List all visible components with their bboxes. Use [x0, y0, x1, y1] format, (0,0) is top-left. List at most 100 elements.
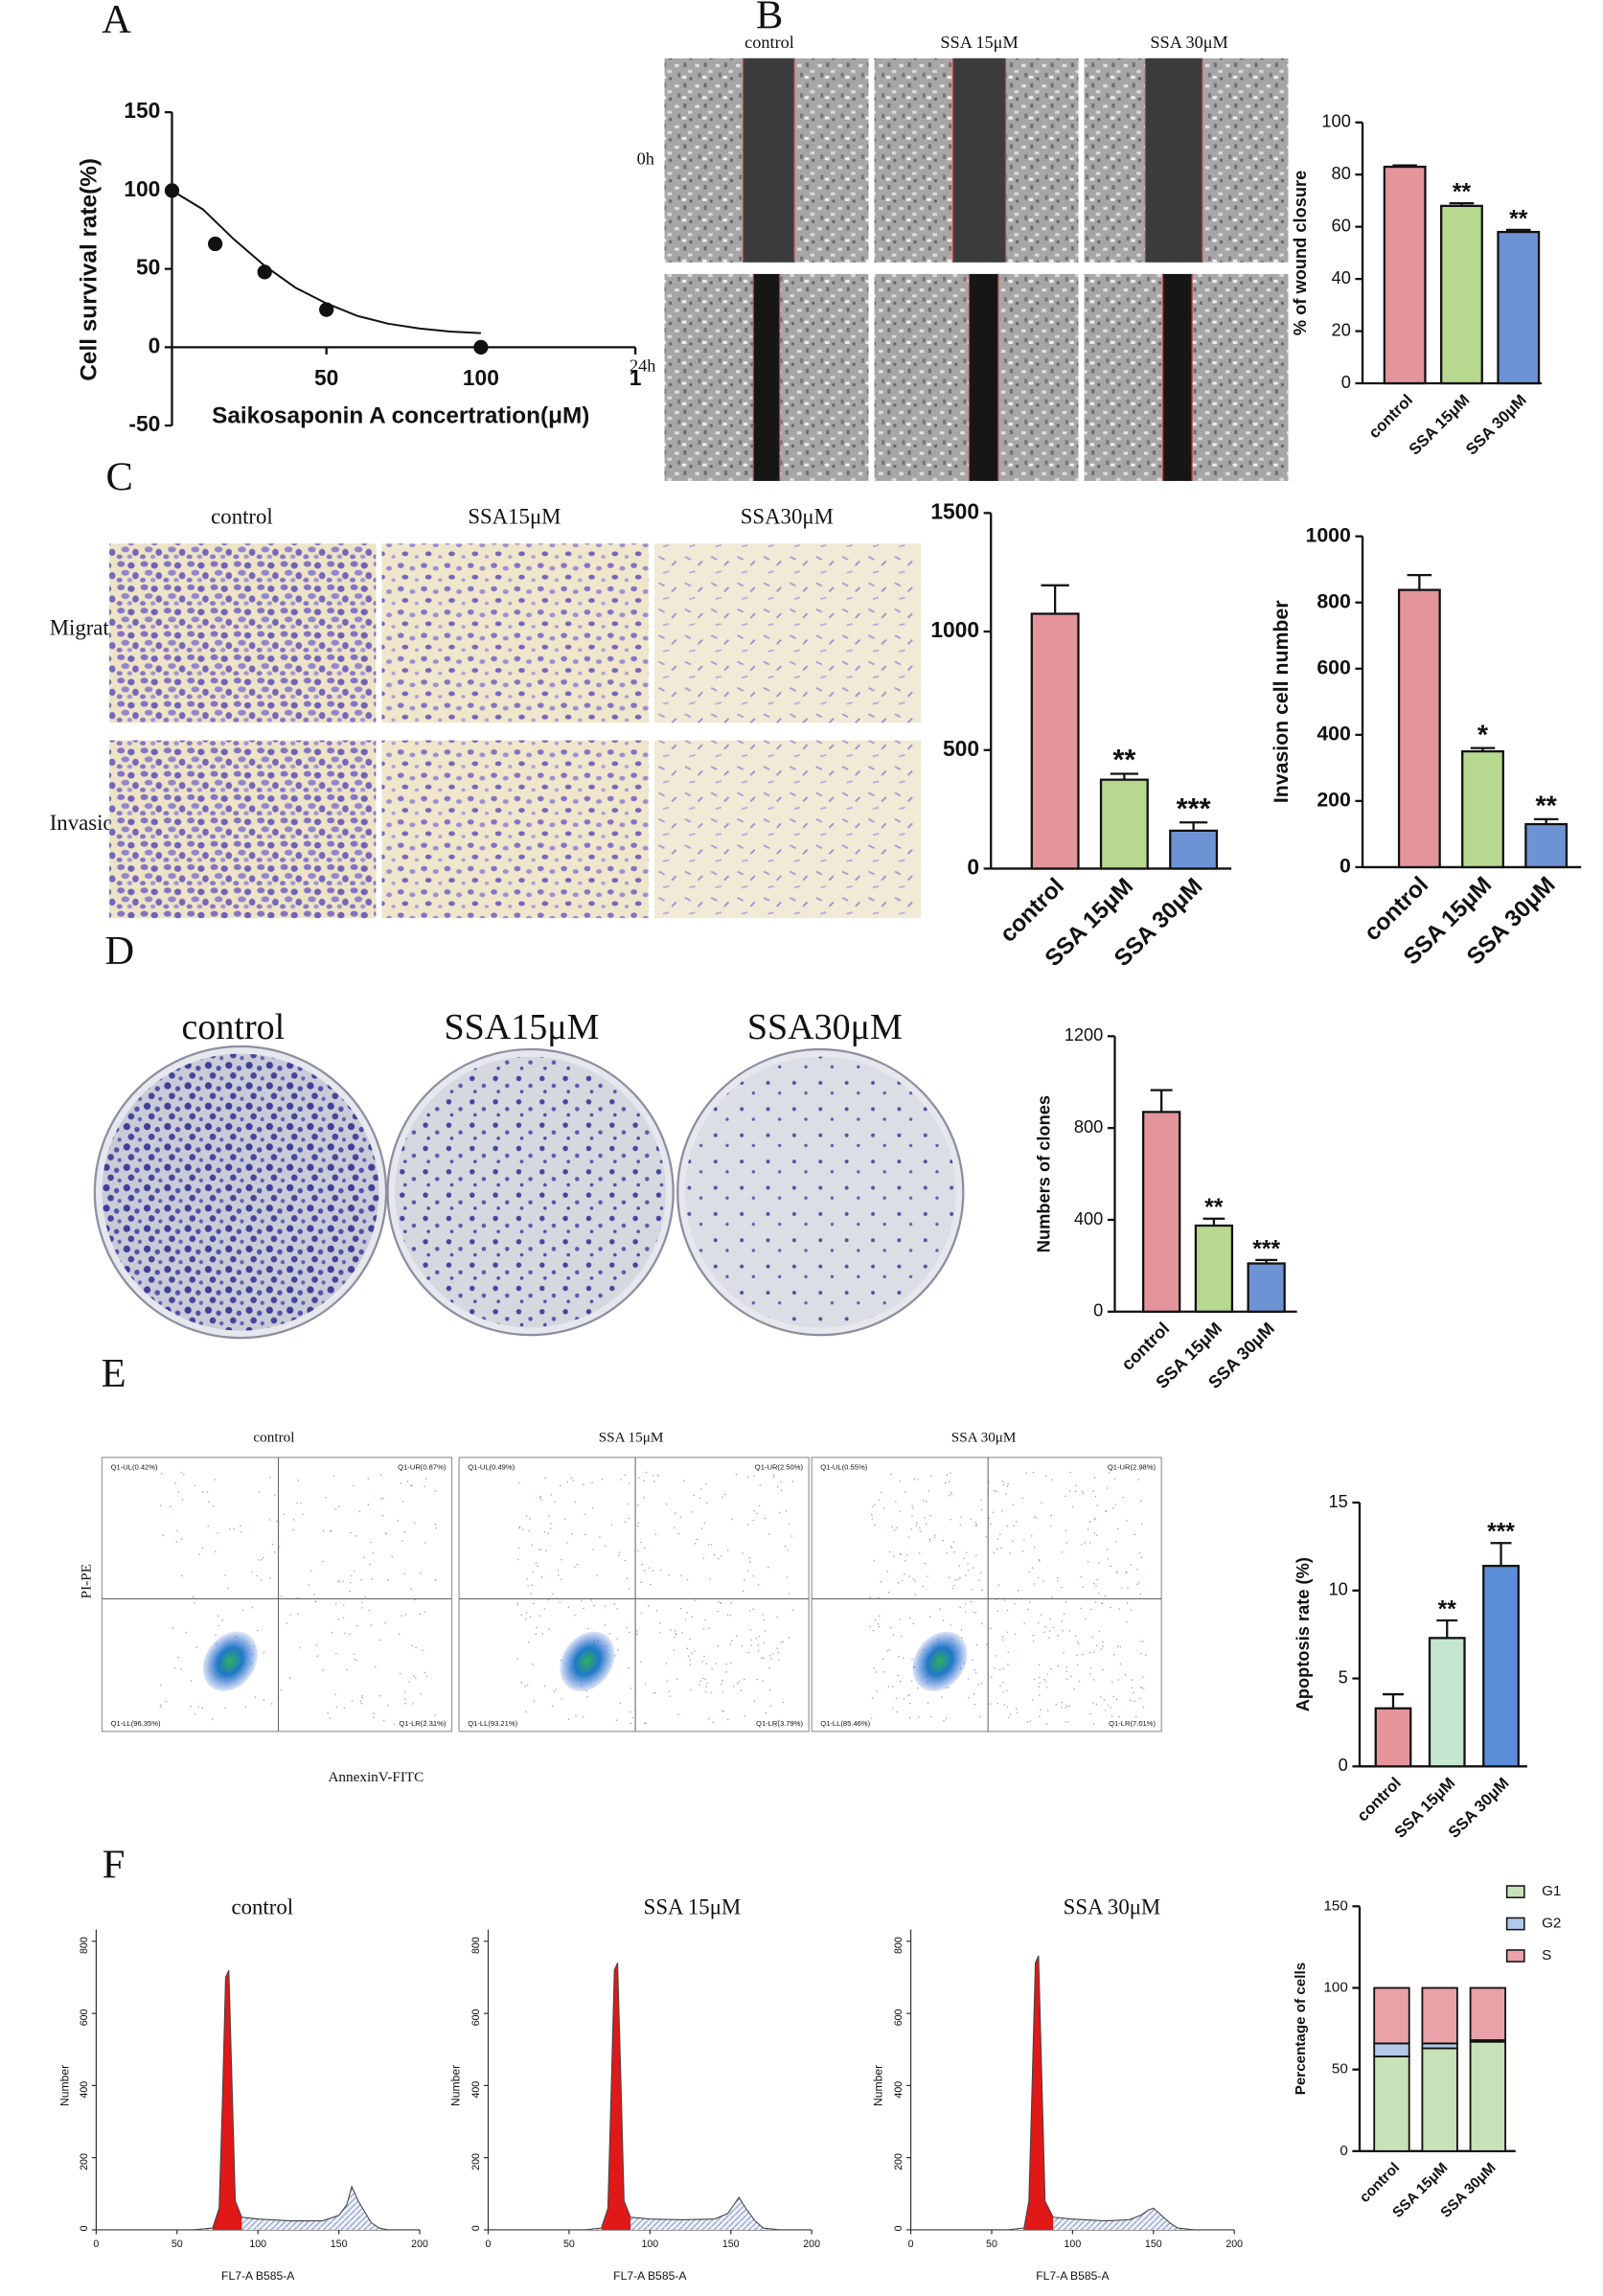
scatter-dot	[788, 1523, 790, 1525]
column-label: SSA 30μM	[951, 1430, 1017, 1446]
scatter-dot	[628, 1666, 630, 1669]
scatter-dot	[560, 1578, 562, 1580]
scatter-dot	[335, 1706, 338, 1709]
scatter-dot	[1088, 1521, 1091, 1523]
scatter-dot	[674, 1636, 676, 1639]
scatter-dot	[872, 1505, 874, 1507]
scatter-dot	[1078, 1680, 1081, 1683]
scatter-dot	[877, 1623, 880, 1625]
scatter-dot	[1002, 1667, 1004, 1669]
scatter-dot	[963, 1557, 965, 1559]
scatter-dot	[762, 1680, 764, 1682]
scatter-dot	[973, 1692, 975, 1695]
scatter-dot	[1043, 1678, 1045, 1681]
scatter-dot	[302, 1513, 304, 1515]
scatter-dot	[907, 1536, 910, 1538]
scatter-dot	[705, 1686, 707, 1688]
scatter-dot	[725, 1671, 727, 1673]
scatter-dot	[772, 1476, 775, 1479]
column-label: SSA30μM	[747, 1007, 903, 1047]
scatter-dot	[686, 1578, 689, 1581]
y-tick-label: 0	[893, 2225, 905, 2231]
scatter-dot	[334, 1693, 336, 1695]
scatter-dot	[401, 1540, 403, 1542]
scatter-dot	[1102, 1641, 1104, 1643]
histogram-trace	[193, 1969, 388, 2231]
scatter-dot	[617, 1649, 619, 1651]
scatter-dot	[1127, 1587, 1129, 1589]
scatter-dot	[628, 1517, 630, 1520]
scatter-dot	[382, 1498, 384, 1500]
dish	[102, 1053, 379, 1331]
scatter-dot	[1113, 1478, 1116, 1480]
scatter-dot	[1021, 1497, 1024, 1500]
scatter-dot	[257, 1559, 260, 1561]
scatter-dot	[640, 1581, 642, 1583]
scatter-dot	[1094, 1517, 1096, 1520]
x-tick-label: SSA 30μM	[1462, 391, 1530, 459]
scatter-dot	[784, 1545, 787, 1548]
dish	[684, 1056, 956, 1328]
scatter-dot	[767, 1566, 769, 1569]
scatter-dot	[197, 1706, 199, 1709]
y-tick-label: 15	[1329, 1491, 1348, 1511]
scatter-dot	[925, 1501, 927, 1503]
scatter-dot	[183, 1473, 185, 1476]
scatter-dot	[550, 1494, 553, 1496]
significance: ***	[1252, 1236, 1280, 1262]
scatter-dot	[1037, 1576, 1040, 1579]
scatter-dot	[359, 1700, 362, 1702]
scatter-dot	[176, 1529, 178, 1532]
scatter-dot	[729, 1662, 732, 1665]
scatter-dot	[764, 1630, 767, 1632]
legend-label: G2	[1542, 1916, 1561, 1932]
scatter-dot	[887, 1591, 890, 1594]
scatter-dot	[1116, 1572, 1118, 1574]
scatter-dot	[557, 1569, 560, 1572]
scatter-dot	[1098, 1630, 1101, 1633]
scatter-dot	[1111, 1681, 1113, 1683]
scatter-dot	[1055, 1704, 1058, 1706]
scatter-dot	[1068, 1490, 1071, 1492]
scatter-dot	[675, 1629, 676, 1632]
axis-label: PI-PE	[79, 1564, 95, 1598]
scatter-dot	[572, 1479, 575, 1481]
scatter-dot	[325, 1497, 327, 1499]
scatter-dot	[335, 1652, 337, 1655]
scatter-dot	[1033, 1516, 1036, 1518]
scatter-dot	[337, 1580, 339, 1582]
scatter-dot	[559, 1601, 561, 1603]
scatter-dot	[240, 1525, 241, 1527]
scatter-dot	[343, 1604, 345, 1606]
column-label: control	[253, 1430, 294, 1446]
column-label: SSA 30μM	[1150, 33, 1227, 52]
scatter-dot	[533, 1602, 535, 1605]
scatter-dot	[576, 1563, 579, 1566]
scatter-dot	[1061, 1586, 1063, 1589]
scatter-dot	[696, 1538, 698, 1541]
quadrant-label: Q1-LL(96.35%)	[111, 1719, 161, 1728]
y-axis-label: Number	[448, 2065, 462, 2106]
scatter-dot	[299, 1646, 301, 1649]
scatter-dot	[1105, 1509, 1107, 1512]
scatter-dot	[870, 1513, 873, 1516]
scatter-dot	[709, 1578, 712, 1580]
scatter-dot	[424, 1485, 425, 1487]
row-label: 0h	[637, 149, 654, 168]
scatter-dot	[1065, 1601, 1067, 1603]
scatter-dot	[908, 1716, 911, 1719]
g1-peak	[212, 1969, 242, 2230]
scatter-dot	[552, 1593, 554, 1596]
scatter-dot	[1112, 1654, 1115, 1656]
scatter-dot	[720, 1601, 721, 1604]
x-tick-label: 100	[1065, 2239, 1082, 2250]
scatter-dot	[208, 1501, 210, 1503]
scatter-dot	[718, 1600, 720, 1603]
column-label: SSA30μM	[741, 505, 834, 529]
scatter-dot	[791, 1609, 794, 1611]
scatter-dot	[525, 1612, 528, 1614]
legend-label: S	[1542, 1947, 1551, 1963]
scatter-dot	[229, 1527, 231, 1530]
significance: ***	[1177, 792, 1211, 825]
scatter-dot	[1038, 1686, 1040, 1688]
